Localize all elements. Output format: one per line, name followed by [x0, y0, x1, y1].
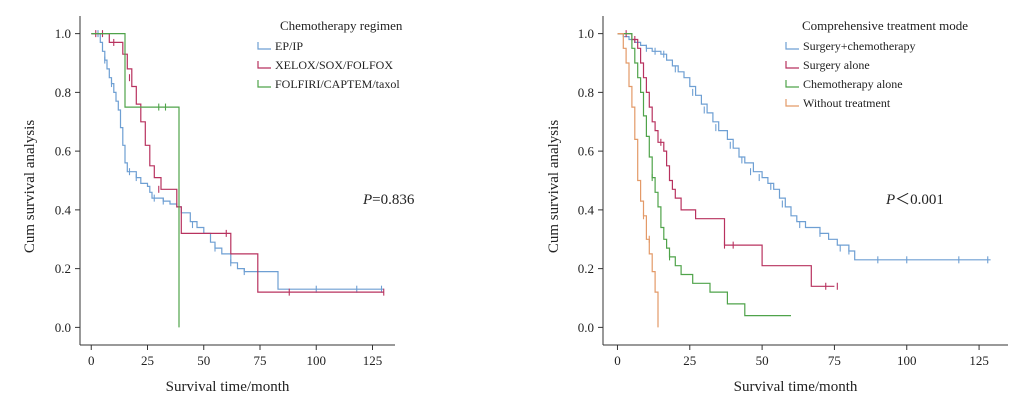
y-tick-label: 0.2 [578, 261, 594, 276]
legend-swatch-surgery-alone [785, 61, 799, 69]
y-tick-label: 1.0 [55, 26, 71, 41]
legend-swatch-without-treatment [785, 99, 799, 107]
y-tick-label: 0.4 [578, 202, 595, 217]
chemotherapy-regimen-km-chart: 0 25 50 75 100 125 0.0 0.2 0.4 0.6 0.8 1.0 EP/IP XEL… [22, 16, 415, 395]
x-tick-label: 100 [307, 353, 327, 368]
p-value: ＜0.001 [895, 192, 944, 208]
x-axis-label: Survival time/month [734, 379, 858, 395]
series-line-folfiri-captem-taxol [91, 33, 180, 328]
legend-label-folfiri-captem-taxol: FOLFIRI/CAPTEM/taxol [275, 77, 400, 91]
x-tick-label: 100 [897, 353, 917, 368]
legend-label-xelox-sox-folfox: XELOX/SOX/FOLFOX [275, 58, 393, 72]
p-symbol: P [362, 192, 372, 208]
legend-swatch-folfiri-captem-taxol [257, 80, 271, 88]
legend-swatch-surgery-chemotherapy [785, 42, 799, 50]
x-tick-label: 50 [756, 353, 769, 368]
x-tick-label: 75 [828, 353, 841, 368]
p-value-annotation: P＜0.001 [885, 192, 944, 208]
y-tick-label: 0.2 [55, 261, 71, 276]
legend-label-without-treatment: Without treatment [803, 96, 891, 110]
p-value-annotation: P=0.836 [362, 192, 415, 208]
legend-swatch-xelox-sox-folfox [257, 61, 271, 69]
legend-swatch-chemotherapy-alone [785, 80, 799, 88]
y-tick-label: 0.6 [578, 144, 595, 159]
p-value: =0.836 [372, 192, 415, 208]
series-line-without-treatment [617, 33, 659, 328]
y-tick-label: 0.8 [55, 85, 71, 100]
x-tick-label: 125 [969, 353, 989, 368]
treatment-mode-km-chart: 0 25 50 75 100 125 0.0 0.2 0.4 0.6 0.8 1.0 Surgery+… [546, 16, 1008, 395]
series-line-surgery-alone [617, 33, 835, 287]
legend-label-surgery-alone: Surgery alone [803, 58, 870, 72]
y-tick-label: 0.0 [578, 320, 594, 335]
x-tick-label: 75 [254, 353, 267, 368]
y-axis-label: Cum survival analysis [546, 120, 562, 253]
y-tick-label: 0.8 [578, 85, 594, 100]
y-axis-label: Cum survival analysis [22, 120, 38, 253]
p-symbol: P [885, 192, 895, 208]
x-tick-label: 50 [197, 353, 210, 368]
legend-label-ep-ip: EP/IP [275, 39, 303, 53]
y-tick-label: 0.0 [55, 320, 71, 335]
series-line-ep-ip [91, 33, 384, 290]
x-tick-label: 0 [614, 353, 621, 368]
x-tick-label: 0 [88, 353, 95, 368]
series-line-xelox-sox-folfox [91, 33, 384, 293]
x-tick-label: 125 [363, 353, 383, 368]
legend-title: Comprehensive treatment mode [802, 18, 968, 33]
y-tick-label: 0.4 [55, 202, 72, 217]
x-axis-label: Survival time/month [166, 379, 290, 395]
x-tick-label: 25 [683, 353, 696, 368]
series-line-surgery-chemotherapy [617, 33, 991, 261]
y-tick-label: 0.6 [55, 144, 72, 159]
legend-title: Chemotherapy regimen [280, 18, 403, 33]
legend: Surgery+chemotherapy Surgery alone Chemoth… [785, 18, 968, 110]
y-tick-label: 1.0 [578, 26, 594, 41]
legend: EP/IP XELOX/SOX/FOLFOX FOLFIRI/CAPTEM/taxo… [257, 18, 403, 91]
legend-swatch-ep-ip [257, 42, 271, 50]
legend-label-surgery-chemotherapy: Surgery+chemotherapy [803, 39, 916, 53]
x-tick-label: 25 [141, 353, 154, 368]
legend-label-chemotherapy-alone: Chemotherapy alone [803, 77, 903, 91]
series-line-chemotherapy-alone [617, 33, 791, 317]
